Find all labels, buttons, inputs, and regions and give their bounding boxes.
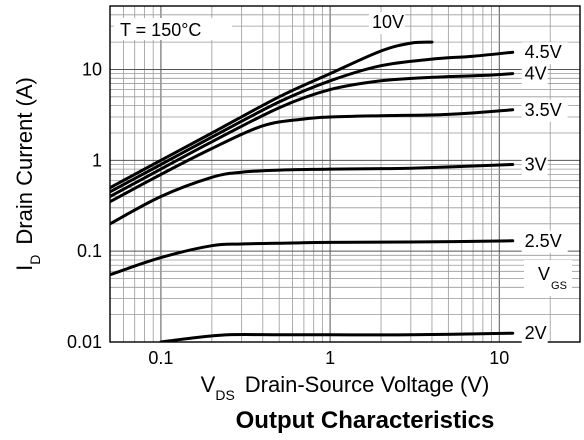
curve-label-bg [521, 154, 548, 177]
x-axis-label: VDS Drain-Source Voltage (V) [201, 372, 490, 403]
curve-label: 10V [372, 12, 404, 32]
tick-labels: 0.1 1 10 0.01 0.1 1 10 [67, 59, 509, 368]
chart-title: Output Characteristics [236, 407, 495, 434]
y-axis-symbol: I [12, 265, 37, 271]
curve-vgs-3V [110, 163, 515, 226]
curve-vgs-2_5V [110, 239, 515, 277]
x-axis-subscript: DS [215, 387, 234, 403]
curve-label: 3V [525, 154, 547, 174]
curve-label-bg [521, 99, 568, 122]
curve-label-bg [521, 42, 568, 65]
vgs-label-bg [524, 260, 572, 296]
curve-label: 2V [525, 323, 547, 343]
curve-vgs-4V [110, 72, 515, 198]
curve-vgs-10V [110, 40, 434, 190]
curve-label-bg [521, 323, 548, 346]
x-tick-label: 1 [325, 348, 335, 368]
curve-label-bg [521, 63, 548, 86]
y-tick-label: 0.01 [67, 332, 102, 352]
curves [110, 40, 515, 342]
curve-label-bg [521, 230, 568, 253]
curve-vgs-4_5V [110, 50, 515, 194]
y-axis-label: ID Drain Current (A) [12, 77, 43, 271]
x-tick-label: 0.1 [148, 348, 173, 368]
curve-label-bg [368, 12, 405, 35]
plot-frame [109, 5, 581, 343]
curve-label: 2.5V [525, 231, 562, 251]
y-axis-subscript: D [27, 255, 43, 265]
curve-label: 3.5V [525, 100, 562, 120]
temperature-label: T = 150°C [120, 20, 201, 40]
curve-vgs-3_5V [110, 108, 515, 204]
y-tick-label: 1 [92, 150, 102, 170]
x-axis-text: Drain-Source Voltage (V) [245, 372, 490, 397]
curve-vgs-2V [159, 331, 515, 342]
y-axis-text: Drain Current (A) [12, 77, 37, 244]
vgs-subscript: GS [551, 280, 567, 292]
temperature-label-bg [114, 18, 232, 40]
y-tick-label: 10 [82, 59, 102, 79]
curve-label: 4.5V [525, 42, 562, 62]
vgs-symbol: V [538, 264, 550, 284]
y-tick-label: 0.1 [77, 241, 102, 261]
x-axis-symbol: V [201, 372, 216, 397]
curve-label: 4V [525, 64, 547, 84]
vgs-label: VGS [538, 264, 567, 292]
x-tick-label: 10 [489, 348, 509, 368]
